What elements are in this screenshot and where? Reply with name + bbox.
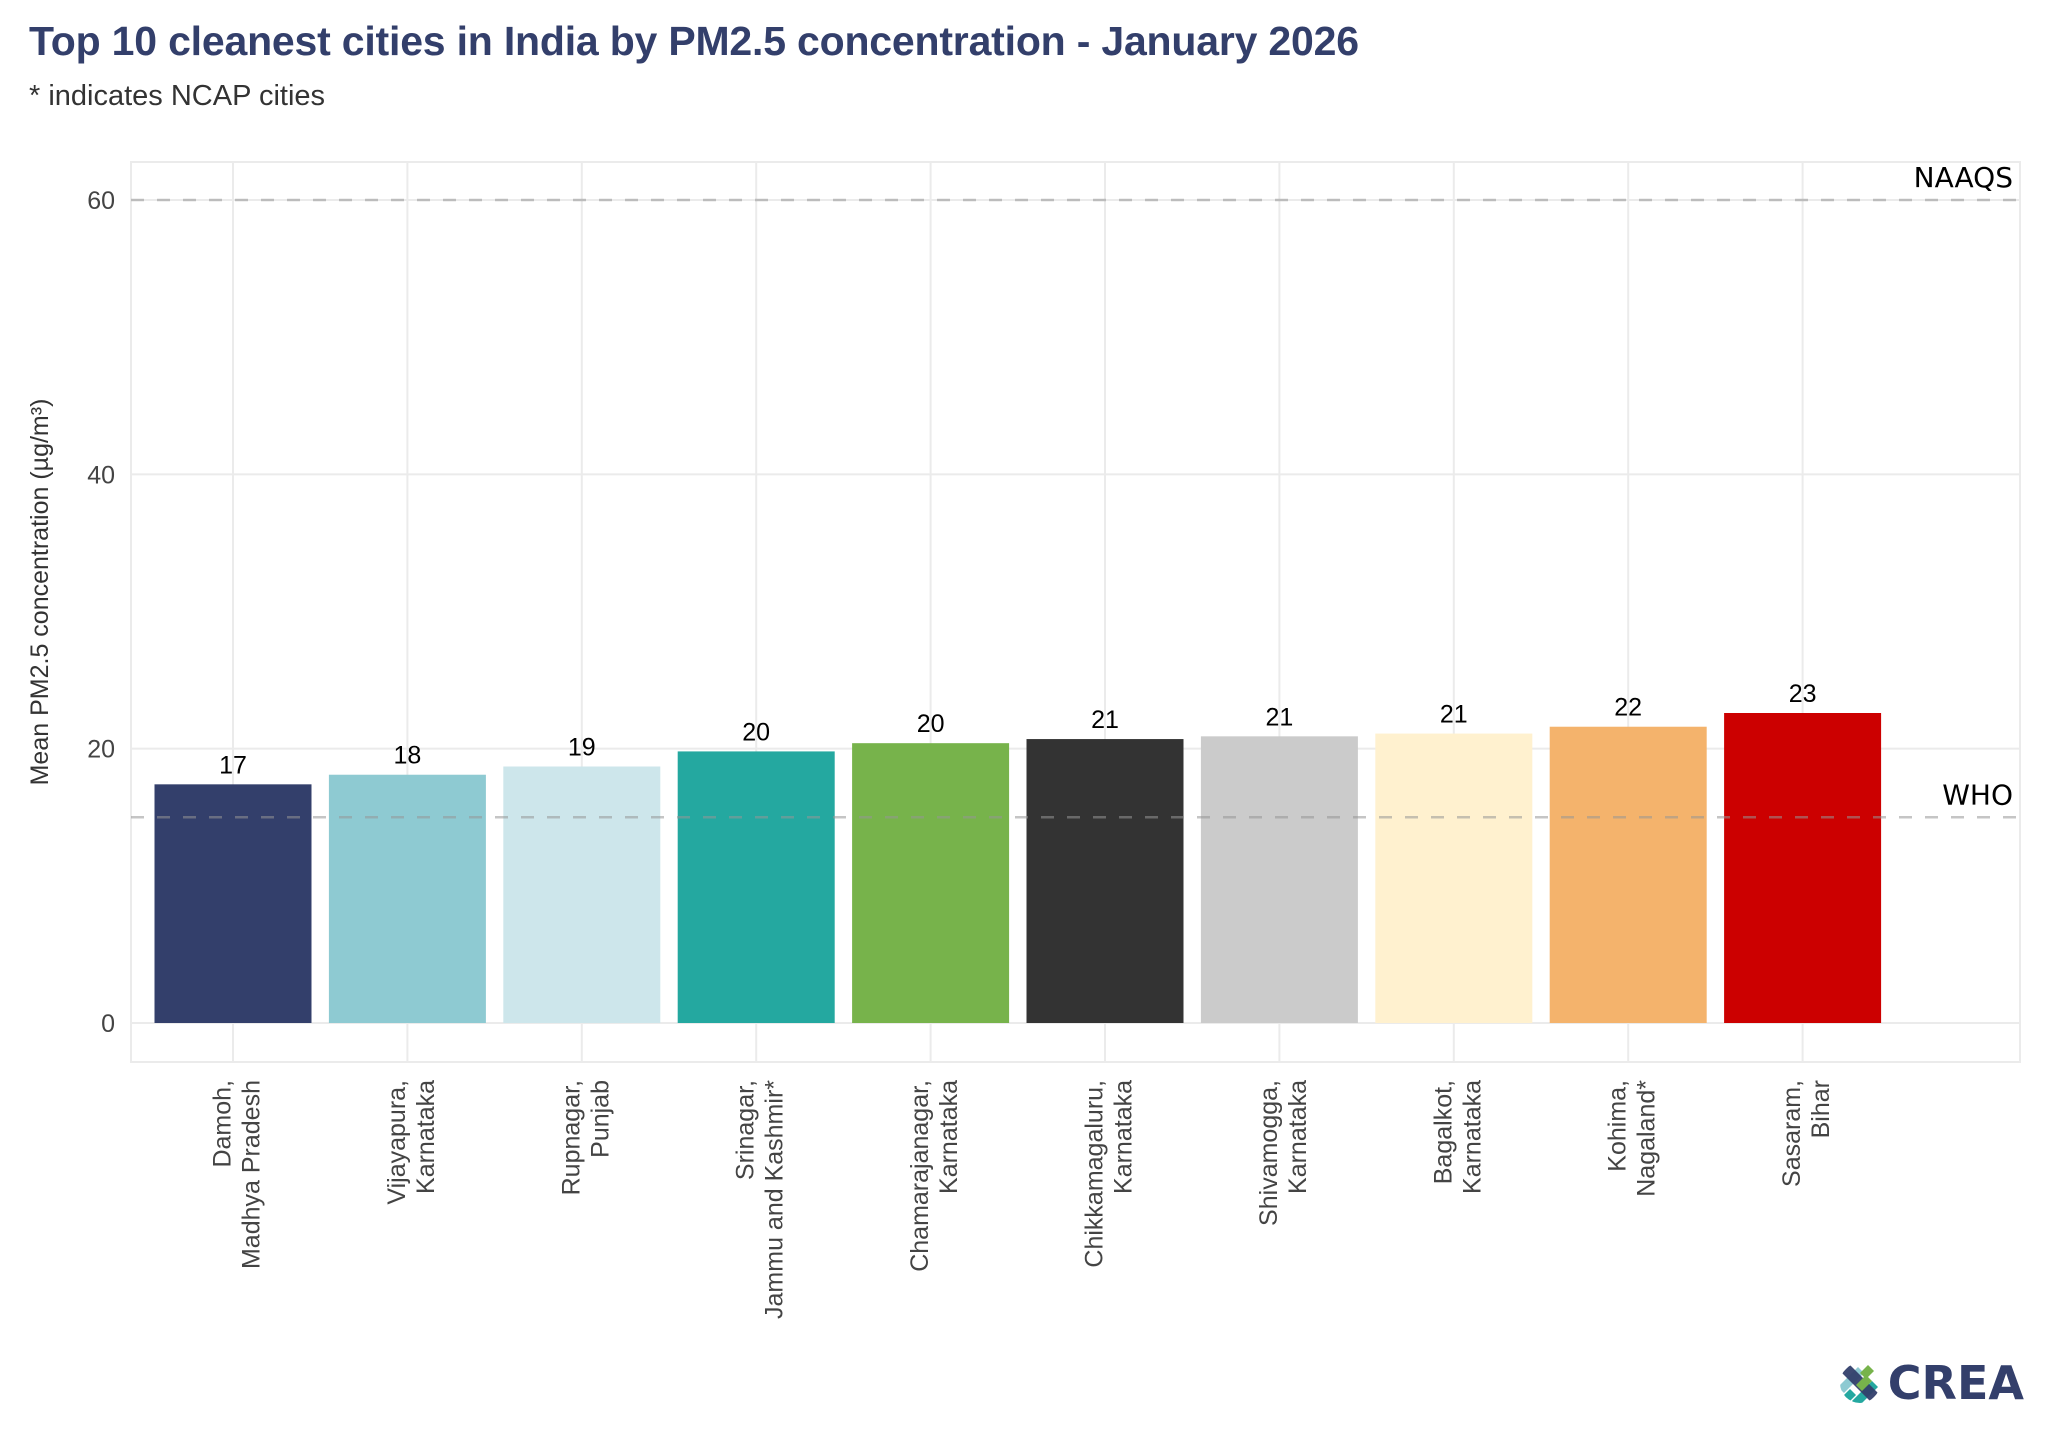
bar[interactable]	[154, 784, 312, 1023]
bar[interactable]	[1200, 736, 1358, 1023]
x-tick-label: Vijayapura, Karnataka	[383, 1080, 440, 1205]
x-tick-label-line: Shivamogga,	[1255, 1080, 1283, 1226]
bar[interactable]	[503, 766, 661, 1023]
reference-label-naaqs: NAAQS	[1914, 161, 2013, 194]
bar[interactable]	[328, 774, 486, 1023]
crea-logo-text: CREA	[1887, 1356, 2024, 1410]
x-tick-label-line: Bagalkot,	[1429, 1080, 1457, 1184]
labels-layer: 0 20 40 60 17 18 19 20 20 21 21 21 22 23 NAAQS WHO Damoh…	[87, 161, 2013, 1319]
x-tick-label: Bagalkot, Karnataka	[1429, 1080, 1486, 1194]
x-tick-label-line: Nagaland*	[1633, 1080, 1661, 1197]
bar-data-label: 23	[1789, 680, 1817, 708]
x-tick-label: Kohima, Nagaland*	[1604, 1080, 1661, 1197]
x-tick-label-line: Chamarajanagar,	[906, 1080, 934, 1272]
reference-label-who: WHO	[1942, 778, 2013, 811]
x-tick-label-line: Rupnagar,	[557, 1080, 585, 1195]
x-tick-label-line: Jammu and Kashmir*	[761, 1080, 789, 1319]
x-tick-label-line: Karnataka	[412, 1080, 440, 1194]
crea-logo-icon	[1839, 1363, 1880, 1403]
y-tick-label: 60	[87, 187, 115, 215]
bar[interactable]	[1549, 726, 1707, 1023]
bar-data-label: 22	[1614, 694, 1642, 722]
chart-subtitle: * indicates NCAP cities	[29, 80, 326, 112]
bar-data-label: 20	[917, 710, 945, 738]
bar[interactable]	[1375, 733, 1533, 1023]
x-tick-label-line: Chikkamagaluru,	[1081, 1080, 1109, 1268]
x-tick-label-line: Madhya Pradesh	[238, 1080, 266, 1269]
x-tick-label-line: Vijayapura,	[383, 1080, 411, 1205]
bar-data-label: 20	[742, 718, 770, 746]
x-tick-label: Chamarajanagar, Karnataka	[906, 1080, 963, 1272]
bar[interactable]	[852, 743, 1010, 1023]
bar-data-label: 21	[1265, 703, 1293, 731]
bar-data-label: 21	[1440, 701, 1468, 729]
x-tick-label-line: Karnataka	[1284, 1080, 1312, 1194]
x-tick-label-line: Karnataka	[935, 1080, 963, 1194]
y-tick-label: 20	[87, 736, 115, 764]
bar-data-label: 21	[1091, 706, 1119, 734]
reference-lines-layer	[131, 198, 2020, 819]
x-tick-label: Chikkamagaluru, Karnataka	[1081, 1080, 1138, 1268]
x-tick-label: Rupnagar, Punjab	[557, 1080, 614, 1195]
x-tick-label: Shivamogga, Karnataka	[1255, 1080, 1312, 1226]
y-tick-label: 0	[101, 1010, 115, 1038]
x-tick-label-line: Damoh,	[209, 1080, 237, 1168]
crea-logo: CREA	[1838, 1356, 2024, 1410]
x-tick-label-line: Karnataka	[1458, 1080, 1486, 1194]
x-tick-label: Sasaram, Bihar	[1778, 1080, 1835, 1187]
x-tick-label-line: Sasaram,	[1778, 1080, 1806, 1187]
x-tick-label: Damoh, Madhya Pradesh	[209, 1080, 266, 1269]
bar[interactable]	[1026, 739, 1184, 1023]
bar[interactable]	[677, 751, 835, 1023]
plot-panel-border	[130, 161, 2021, 1063]
grid-layer	[130, 161, 2021, 1063]
x-tick-label-line: Bihar	[1807, 1080, 1835, 1138]
bar-data-label: 18	[393, 742, 421, 770]
x-tick-label-line: Srinagar,	[732, 1080, 760, 1180]
bar-data-label: 17	[219, 751, 247, 779]
x-tick-label-line: Kohima,	[1604, 1080, 1632, 1172]
x-tick-label-line: Punjab	[586, 1080, 614, 1158]
x-tick-label-line: Karnataka	[1110, 1080, 1138, 1194]
bars-layer	[154, 713, 1882, 1023]
x-tick-label: Srinagar, Jammu and Kashmir*	[732, 1080, 789, 1319]
bar[interactable]	[1724, 713, 1882, 1023]
chart-title: Top 10 cleanest cities in India by PM2.5…	[29, 18, 1359, 64]
y-axis-title: Mean PM2.5 concentration (µg/m³)	[26, 399, 54, 786]
y-tick-label: 40	[87, 461, 115, 489]
bar-data-label: 19	[568, 733, 596, 761]
